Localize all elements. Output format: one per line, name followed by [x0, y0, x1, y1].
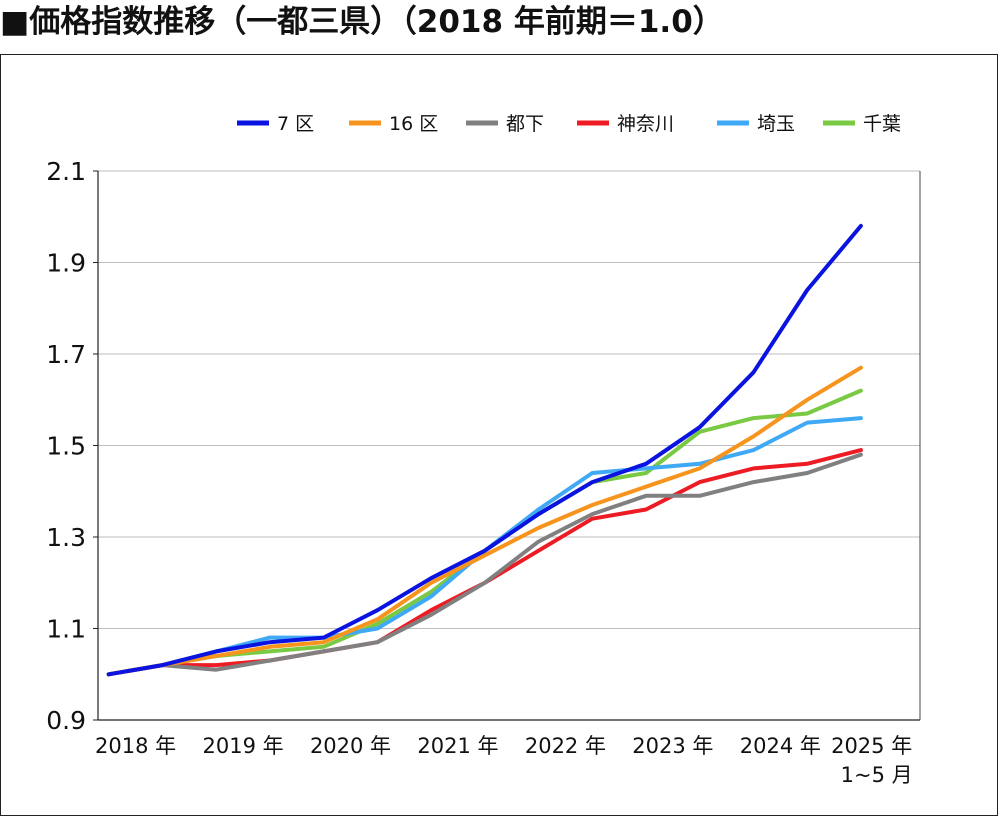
x-tick-labels: 2018 年 2019 年 2020 年 2021 年 2022 年 2023 年 2024…	[95, 734, 913, 787]
series-line	[106, 223, 863, 677]
legend-label: 千葉	[863, 113, 901, 135]
legend-label: 埼玉	[757, 113, 795, 135]
legend-label: 都下	[506, 113, 544, 135]
legend-label: 16 区	[389, 113, 438, 135]
series-line	[106, 388, 863, 677]
legend-item: 16 区	[349, 113, 438, 135]
chart-frame: 0.9 1.1 1.3 1.5 1.7 1.9 2.1 2018 年 2019 年 2020 年…	[0, 54, 998, 816]
y-tick-label: 1.3	[46, 523, 86, 552]
page-title: ■価格指数推移（一都三県）（2018 年前期＝1.0）	[0, 4, 724, 40]
series-line	[106, 452, 863, 677]
series-line	[106, 416, 863, 677]
y-tick-label: 1.1	[46, 615, 86, 644]
legend-item: 千葉	[823, 113, 901, 135]
grid-lines	[98, 170, 920, 629]
x-tick-label-sub: 1~5 月	[841, 763, 913, 787]
y-tick-label: 0.9	[46, 706, 86, 735]
legend-item: 7 区	[237, 113, 314, 135]
series-line	[106, 365, 863, 677]
x-tick-label: 2018 年	[95, 734, 176, 758]
legend-label: 7 区	[277, 113, 314, 135]
x-tick-label: 2019 年	[202, 734, 283, 758]
x-tick-label: 2023 年	[632, 734, 713, 758]
legend-item: 埼玉	[717, 113, 795, 135]
legend-label: 神奈川	[617, 113, 674, 135]
series-lines	[106, 223, 863, 677]
y-tick-label: 2.1	[46, 157, 86, 186]
x-tick-label: 2025 年	[831, 734, 912, 758]
x-tick-label: 2022 年	[525, 734, 606, 758]
axes	[93, 170, 921, 721]
line-chart: 0.9 1.1 1.3 1.5 1.7 1.9 2.1 2018 年 2019 年 2020 年…	[46, 113, 921, 787]
x-tick-label: 2021 年	[417, 734, 498, 758]
x-tick-label: 2024 年	[740, 734, 821, 758]
y-tick-labels: 0.9 1.1 1.3 1.5 1.7 1.9 2.1	[46, 157, 86, 735]
y-tick-label: 1.9	[46, 249, 86, 278]
y-tick-label: 1.5	[46, 432, 86, 461]
legend-item: 都下	[466, 113, 544, 135]
legend: 7 区 16 区 都下 神奈川 埼玉 千葉	[237, 113, 901, 135]
x-tick-label: 2020 年	[310, 734, 391, 758]
legend-item: 神奈川	[577, 113, 674, 135]
y-tick-label: 1.7	[46, 340, 86, 369]
